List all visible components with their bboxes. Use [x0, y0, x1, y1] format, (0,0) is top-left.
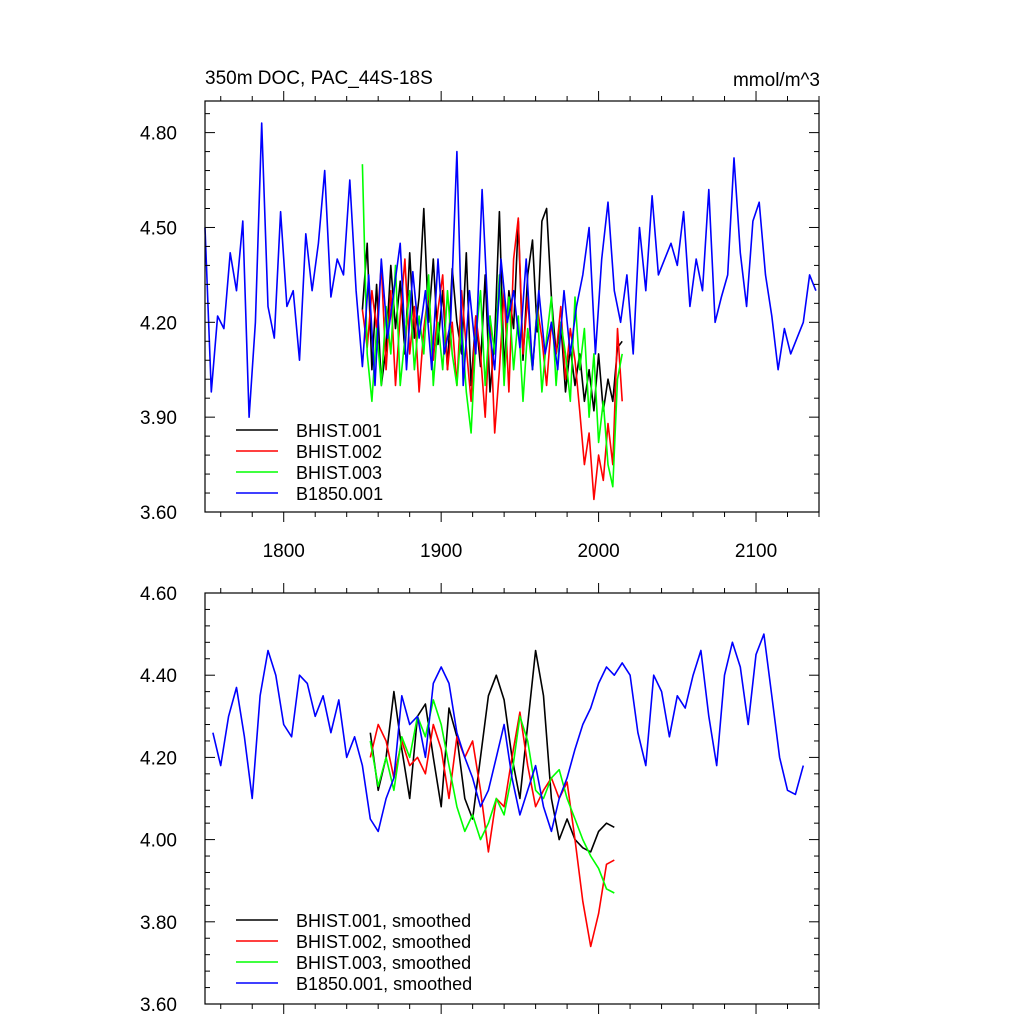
bottom-series-group — [212, 633, 805, 948]
top-panel: 350m DOC, PAC_44S-18S mmol/m^3 1800 1900 2… — [140, 68, 820, 562]
top-series-line-2 — [361, 164, 623, 488]
bottom-y-tick-label: 4.00 — [140, 831, 177, 852]
bottom-series-line-1 — [369, 711, 615, 948]
top-chart-units: mmol/m^3 — [733, 70, 820, 91]
bottom-axis-ticks: 3.60 3.80 4.00 4.20 4.40 4.60 — [140, 583, 820, 1016]
top-legend-label-3: B1850.001 — [296, 484, 383, 504]
bottom-y-tick-label: 4.60 — [140, 584, 177, 605]
bottom-legend-label-3: B1850.001, smoothed — [296, 974, 472, 994]
top-x-tick-label: 1800 — [263, 541, 305, 562]
top-series-line-1 — [361, 217, 623, 501]
bottom-y-tick-label: 4.20 — [140, 748, 177, 769]
bottom-series-line-0 — [369, 649, 615, 853]
bottom-legend-label-1: BHIST.002, smoothed — [296, 932, 471, 952]
top-legend-label-0: BHIST.001 — [296, 421, 382, 441]
top-legend-label-2: BHIST.003 — [296, 463, 382, 483]
top-x-tick-label: 1900 — [420, 541, 462, 562]
top-x-tick-label: 2100 — [735, 541, 777, 562]
top-axis-ticks: 1800 1900 2000 2100 3.60 3.90 4.20 4.50 4.80 — [140, 91, 820, 562]
top-y-tick-label: 3.60 — [140, 503, 177, 524]
bottom-panel: 3.60 3.80 4.00 4.20 4.40 4.60 BHIST.001, smoo… — [140, 583, 820, 1016]
top-y-tick-label: 4.50 — [140, 218, 177, 239]
top-y-tick-label: 4.80 — [140, 124, 177, 145]
top-chart-title: 350m DOC, PAC_44S-18S — [205, 68, 433, 89]
bottom-series-line-3 — [212, 633, 805, 833]
top-y-tick-label: 3.90 — [140, 408, 177, 429]
bottom-y-tick-label: 3.60 — [140, 995, 177, 1016]
bottom-y-tick-label: 4.40 — [140, 666, 177, 687]
bottom-legend-label-0: BHIST.001, smoothed — [296, 911, 471, 931]
top-series-group — [204, 122, 817, 501]
top-legend-label-1: BHIST.002 — [296, 442, 382, 462]
top-plot-frame — [204, 100, 820, 513]
top-series-line-3 — [204, 122, 817, 418]
bottom-plot-frame — [204, 592, 820, 1005]
top-x-tick-label: 2000 — [577, 541, 619, 562]
top-y-tick-label: 4.20 — [140, 313, 177, 334]
bottom-y-tick-label: 3.80 — [140, 913, 177, 934]
bottom-series-line-2 — [369, 699, 615, 894]
bottom-legend-label-2: BHIST.003, smoothed — [296, 953, 471, 973]
